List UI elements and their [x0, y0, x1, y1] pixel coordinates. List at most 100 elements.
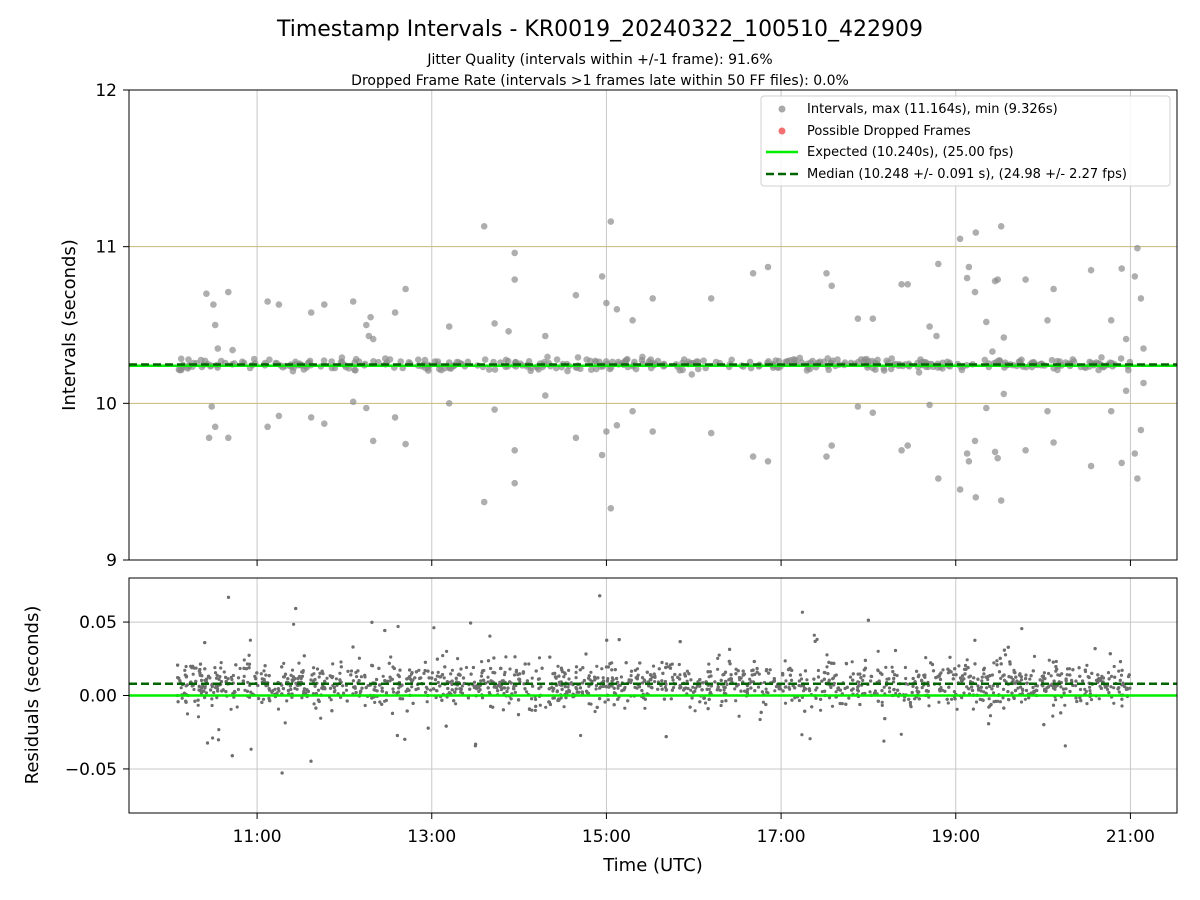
residual-point — [766, 691, 770, 695]
residual-point — [920, 686, 924, 690]
residual-point — [827, 678, 831, 682]
residual-point — [760, 690, 765, 694]
residual-point — [436, 680, 440, 685]
residual-point — [931, 669, 936, 673]
residual-point — [717, 653, 721, 657]
residual-point — [974, 700, 979, 704]
residual-point — [396, 673, 400, 677]
residual-point — [964, 667, 968, 671]
residual-point — [606, 698, 610, 702]
residual-point — [772, 677, 776, 681]
residual-point — [982, 690, 986, 694]
residual-point — [288, 684, 292, 688]
interval-outlier-point — [542, 392, 549, 399]
residual-point — [951, 673, 956, 677]
residual-point — [184, 699, 188, 703]
interval-outlier-point — [629, 407, 636, 415]
residual-point — [1019, 700, 1024, 704]
residual-point — [203, 686, 207, 690]
interval-outlier-point — [963, 450, 971, 457]
residual-point — [832, 661, 836, 666]
interval-outlier-point — [971, 288, 979, 296]
residual-point — [1002, 678, 1007, 682]
residual-point — [985, 686, 989, 690]
residual-point — [283, 672, 288, 676]
residual-point — [518, 672, 522, 676]
residual-point — [499, 687, 504, 692]
residual-point — [664, 665, 668, 670]
residual-point — [522, 682, 526, 686]
residual-point — [1101, 676, 1105, 680]
residual-point — [1124, 687, 1128, 692]
residual-point — [783, 685, 787, 689]
residual-point — [430, 676, 434, 680]
interval-point — [700, 357, 707, 365]
residual-point — [825, 665, 829, 669]
residual-point — [1025, 681, 1029, 685]
residual-point — [1061, 687, 1066, 691]
residual-point — [708, 670, 712, 674]
residual-point — [746, 687, 750, 692]
residual-point — [910, 690, 914, 695]
residual-point — [210, 703, 214, 708]
interval-outlier-point — [649, 428, 656, 435]
residual-point — [560, 668, 564, 672]
interval-point — [1117, 355, 1125, 362]
residual-point — [685, 669, 690, 673]
interval-outlier-point — [214, 345, 222, 352]
residual-point — [380, 702, 384, 706]
residual-point — [689, 688, 693, 692]
residual-point — [210, 697, 214, 701]
residual-point — [767, 671, 771, 675]
residual-point — [982, 668, 986, 672]
interval-outlier-point — [225, 434, 232, 442]
residual-point — [472, 680, 477, 684]
residual-point — [247, 662, 252, 666]
residual-point — [598, 697, 602, 701]
legend-expected-label: Expected (10.240s), (25.00 fps) — [807, 145, 1014, 160]
interval-point — [638, 356, 646, 364]
residual-point — [793, 696, 797, 700]
interval-point — [250, 355, 258, 363]
interval-outlier-point — [511, 479, 518, 487]
residual-point — [349, 673, 353, 677]
interval-outlier-point — [572, 291, 580, 299]
residual-point — [612, 703, 616, 707]
residual-point — [452, 699, 456, 703]
interval-outlier-point — [1122, 387, 1130, 395]
residual-point — [605, 679, 610, 683]
residual-point — [295, 687, 299, 691]
residual-point — [1002, 673, 1006, 677]
residual-point — [973, 638, 977, 642]
residual-point — [616, 686, 620, 690]
residual-point — [403, 737, 407, 741]
intervals-axes-frame — [128, 89, 1178, 561]
residual-point — [984, 691, 988, 696]
residual-point — [789, 678, 794, 682]
interval-outlier-point — [391, 414, 399, 421]
residual-point — [427, 676, 431, 680]
residual-point — [797, 679, 802, 683]
interval-point — [872, 366, 879, 374]
residual-point — [633, 668, 638, 672]
residual-point — [408, 668, 412, 672]
interval-outlier-point — [983, 318, 990, 326]
residual-point — [1118, 678, 1122, 683]
residual-point — [734, 672, 738, 676]
residual-point — [722, 691, 727, 696]
residual-point — [698, 700, 702, 704]
residual-point — [917, 673, 921, 677]
residual-point — [544, 705, 548, 709]
residual-point — [857, 683, 861, 687]
interval-outlier-point — [956, 486, 964, 493]
residual-point — [661, 671, 665, 676]
interval-outlier-point — [225, 288, 232, 296]
residual-point — [611, 678, 615, 682]
residual-point — [474, 742, 478, 746]
residual-point — [822, 677, 827, 681]
residual-point — [498, 680, 502, 684]
residual-point — [190, 684, 194, 688]
residual-point — [908, 701, 913, 705]
residual-point — [1051, 660, 1055, 664]
residual-point — [375, 677, 379, 682]
